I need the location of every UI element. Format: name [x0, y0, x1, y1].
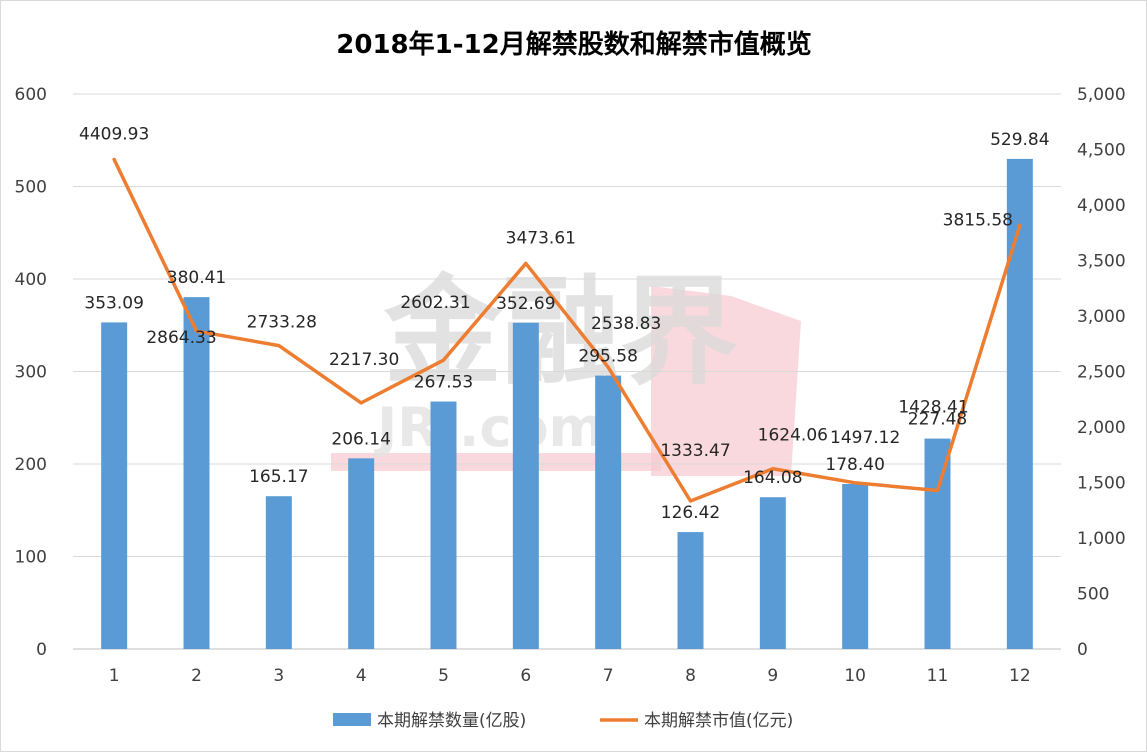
- x-tick-label: 3: [273, 666, 284, 686]
- line-point: [606, 365, 610, 369]
- line-value-label: 2602.31: [400, 293, 470, 313]
- line-path: [112, 157, 1022, 503]
- line-value-label: 3815.58: [943, 210, 1013, 230]
- y-right-tick-label: 3,500: [1077, 252, 1126, 272]
- y-left-tick-label: 500: [15, 178, 47, 198]
- y-right-tick-label: 2,500: [1077, 363, 1126, 383]
- y-right-tick-label: 3,000: [1077, 307, 1126, 327]
- x-tick-label: 7: [603, 666, 614, 686]
- line-point: [195, 329, 198, 333]
- y-right-tick-label: 1,500: [1077, 474, 1126, 494]
- bar: [924, 438, 951, 649]
- y-right-tick-label: 500: [1077, 585, 1109, 605]
- x-tick-label: 2: [191, 666, 202, 686]
- x-tick-label: 1: [109, 666, 120, 686]
- y-left-tick-label: 300: [15, 363, 47, 383]
- bar-value-label: 178.40: [825, 455, 884, 475]
- line-value-label: 1497.12: [830, 428, 900, 448]
- legend-swatch-bar: [333, 713, 371, 726]
- x-tick-label: 5: [438, 666, 449, 686]
- line-data-labels: 4409.93 2864.33 2733.28 2217.30 2602.31 3473.…: [79, 124, 1013, 460]
- line-point: [771, 467, 775, 471]
- bar: [183, 297, 210, 649]
- y-axis-left-labels: 0 100 200 300 400 500 600: [15, 85, 47, 660]
- line-point: [524, 261, 528, 265]
- line-value-label: 2538.83: [591, 314, 661, 334]
- x-tick-label: 6: [520, 666, 531, 686]
- x-tick-label: 9: [767, 666, 778, 686]
- bar-value-label: 295.58: [578, 347, 637, 367]
- bar-value-label: 206.14: [331, 429, 390, 449]
- line-point: [442, 358, 445, 362]
- bar-value-label: 529.84: [990, 130, 1049, 150]
- line-value-label: 1428.41: [898, 397, 968, 417]
- bar: [348, 458, 375, 649]
- line-point: [936, 488, 939, 492]
- gridlines: [73, 93, 1061, 650]
- bar-value-label: 126.42: [661, 503, 720, 523]
- y-left-tick-label: 100: [15, 548, 47, 568]
- bar: [842, 483, 869, 649]
- bar-value-label: 165.17: [249, 467, 308, 487]
- legend-label-bar: 本期解禁数量(亿股): [377, 711, 526, 731]
- legend: 本期解禁数量(亿股) 本期解禁市值(亿元): [333, 711, 793, 731]
- bar-value-label: 380.41: [167, 268, 226, 288]
- line-value-label: 1333.47: [660, 441, 730, 461]
- y-right-tick-label: 0: [1077, 640, 1088, 660]
- x-tick-label: 8: [685, 666, 696, 686]
- y-right-tick-label: 5,000: [1077, 85, 1126, 105]
- y-right-tick-label: 4,500: [1077, 141, 1126, 161]
- bar: [759, 497, 786, 649]
- line-point: [112, 157, 116, 161]
- line-point: [359, 401, 363, 405]
- line-value-label: 2864.33: [146, 328, 216, 348]
- y-right-tick-label: 1,000: [1077, 529, 1126, 549]
- bar: [677, 532, 704, 649]
- bar: [595, 375, 622, 649]
- y-right-tick-label: 2,000: [1077, 418, 1126, 438]
- line-series: [112, 157, 1022, 503]
- bar: [1006, 158, 1033, 649]
- x-tick-label: 4: [356, 666, 367, 686]
- x-tick-label: 12: [1009, 666, 1031, 686]
- y-left-tick-label: 400: [15, 270, 47, 290]
- y-axis-right-labels: 0 500 1,000 1,500 2,000 2,500 3,000 3,500 4,000 4…: [1077, 85, 1126, 660]
- line-point: [277, 344, 281, 348]
- legend-label-line: 本期解禁市值(亿元): [644, 711, 793, 731]
- bar: [512, 322, 539, 649]
- watermark-mark: [651, 286, 801, 476]
- chart-title: 2018年1-12月解禁股数和解禁市值概览: [336, 29, 811, 60]
- line-value-label: 2217.30: [329, 350, 399, 370]
- y-left-tick-label: 0: [36, 640, 47, 660]
- x-axis-labels: 1 2 3 4 5 6 7 8 9 10 11 12: [109, 666, 1031, 686]
- line-point: [1018, 223, 1022, 227]
- y-left-tick-label: 600: [15, 85, 47, 105]
- bar-series: [101, 158, 1033, 649]
- x-tick-label: 11: [927, 666, 949, 686]
- line-point: [853, 481, 857, 485]
- line-value-label: 2733.28: [247, 313, 317, 333]
- bar-value-label: 227.48: [908, 410, 967, 430]
- y-left-tick-label: 200: [15, 455, 47, 475]
- bar-value-label: 164.08: [743, 468, 802, 488]
- line-value-label: 4409.93: [79, 124, 149, 144]
- x-tick-label: 10: [844, 666, 866, 686]
- bar-data-labels: 353.09 380.41 165.17 206.14 267.53 352.69 295.…: [84, 130, 1049, 523]
- watermark-text: 金融界: [383, 263, 738, 401]
- line-point: [689, 499, 692, 503]
- watermark-subtext: JRJ.com: [373, 396, 605, 459]
- y-right-tick-label: 4,000: [1077, 196, 1126, 216]
- bar-value-label: 353.09: [84, 293, 143, 313]
- watermark-bar: [331, 453, 661, 471]
- line-value-label: 3473.61: [506, 228, 576, 248]
- bar-value-label: 267.53: [414, 373, 473, 393]
- bar-value-label: 352.69: [496, 294, 555, 314]
- bar: [265, 496, 292, 649]
- bar: [430, 401, 457, 649]
- bar: [101, 322, 128, 649]
- line-value-label: 1624.06: [758, 426, 828, 446]
